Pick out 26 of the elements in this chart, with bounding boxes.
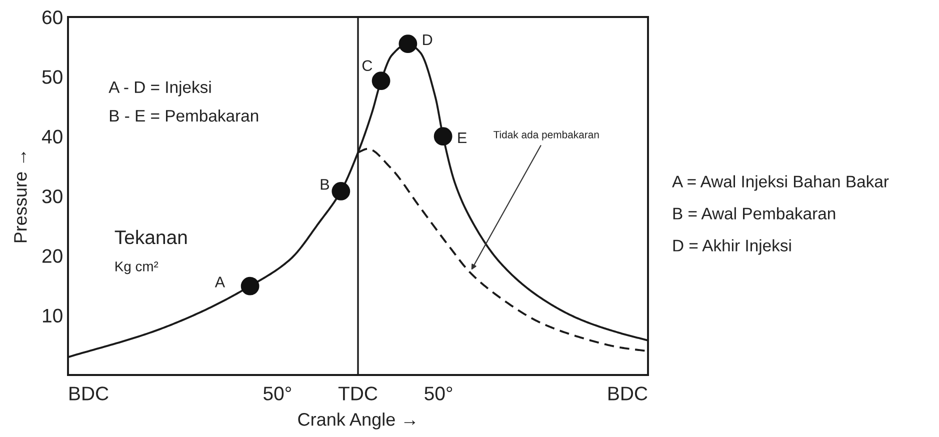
y-tick-label: 40 <box>42 130 62 144</box>
annotation: Kg cm² <box>116 262 158 274</box>
annotation: E <box>458 132 466 144</box>
annotation: B - E = Pembakaran <box>110 109 258 122</box>
y-tick-label: 20 <box>42 249 62 263</box>
annotation: A - D = Injeksi <box>108 80 211 96</box>
annotation: A <box>214 276 226 288</box>
y-tick-label: 50 <box>42 70 62 84</box>
annotation: C <box>362 60 372 72</box>
x-tick-label: BDC <box>608 386 648 400</box>
annotation: B <box>320 179 330 190</box>
annotation: D <box>423 34 432 46</box>
y-tick-label: 60 <box>42 10 62 24</box>
x-tick-label: 50° <box>264 386 291 400</box>
x-tick-label: TDC <box>338 386 378 400</box>
text: A = Awal Injeksi Bahan Bakar <box>672 175 889 191</box>
text: B = Awal Pembakaran <box>673 207 836 220</box>
y-tick-label: 30 <box>42 189 62 204</box>
x-tick-label: 50° <box>424 386 452 400</box>
y-axis-title: Pressure → <box>14 152 27 242</box>
x-tick-label: BDC <box>70 386 108 400</box>
annotation: Tekanan <box>114 230 187 244</box>
annotation: Tidak ada pembakaran <box>494 130 599 140</box>
text: D = Akhir Injeksi <box>673 239 791 255</box>
y-tick-label: 10 <box>42 308 62 323</box>
x-axis-title: Crank Angle → <box>298 412 416 430</box>
